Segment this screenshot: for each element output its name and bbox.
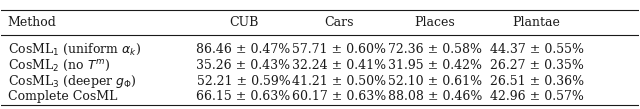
- Text: 32.24 ± 0.41%: 32.24 ± 0.41%: [292, 59, 386, 72]
- Text: Method: Method: [8, 16, 56, 29]
- Text: 52.10 ± 0.61%: 52.10 ± 0.61%: [388, 75, 482, 88]
- Text: Places: Places: [414, 16, 455, 29]
- Text: CosML$_2$ (no $T^m$): CosML$_2$ (no $T^m$): [8, 58, 110, 73]
- Text: 60.17 ± 0.63%: 60.17 ± 0.63%: [292, 90, 387, 103]
- Text: 44.37 ± 0.55%: 44.37 ± 0.55%: [490, 43, 584, 56]
- Text: CUB: CUB: [229, 16, 258, 29]
- Text: 57.71 ± 0.60%: 57.71 ± 0.60%: [292, 43, 386, 56]
- Text: 72.36 ± 0.58%: 72.36 ± 0.58%: [388, 43, 482, 56]
- Text: 35.26 ± 0.43%: 35.26 ± 0.43%: [196, 59, 291, 72]
- Text: 66.15 ± 0.63%: 66.15 ± 0.63%: [196, 90, 291, 103]
- Text: 31.95 ± 0.42%: 31.95 ± 0.42%: [388, 59, 482, 72]
- Text: Cars: Cars: [324, 16, 354, 29]
- Text: 86.46 ± 0.47%: 86.46 ± 0.47%: [196, 43, 291, 56]
- Text: CosML$_1$ (uniform $\alpha_k$): CosML$_1$ (uniform $\alpha_k$): [8, 42, 141, 57]
- Text: 42.96 ± 0.57%: 42.96 ± 0.57%: [490, 90, 584, 103]
- Text: 52.21 ± 0.59%: 52.21 ± 0.59%: [196, 75, 291, 88]
- Text: 26.27 ± 0.35%: 26.27 ± 0.35%: [490, 59, 584, 72]
- Text: 26.51 ± 0.36%: 26.51 ± 0.36%: [490, 75, 584, 88]
- Text: Complete CosML: Complete CosML: [8, 90, 117, 103]
- Text: 41.21 ± 0.50%: 41.21 ± 0.50%: [292, 75, 386, 88]
- Text: Plantae: Plantae: [513, 16, 561, 29]
- Text: CosML$_3$ (deeper $g_\Phi$): CosML$_3$ (deeper $g_\Phi$): [8, 73, 136, 90]
- Text: 88.08 ± 0.46%: 88.08 ± 0.46%: [387, 90, 482, 103]
